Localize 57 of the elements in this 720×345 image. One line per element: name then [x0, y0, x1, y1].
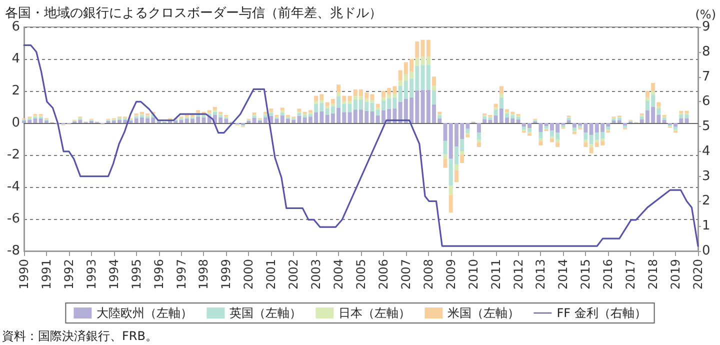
x-tick-label: 2002: [286, 259, 301, 290]
y2-tick-label: 8: [702, 44, 710, 60]
x-tick-label: 2005: [354, 259, 368, 290]
legend-label: 大陸欧州（左軸）: [96, 306, 193, 320]
y2-tick-label: 0: [702, 244, 710, 258]
x-tick-label: 2010: [466, 259, 480, 290]
y-tick-label: 0: [12, 116, 20, 130]
y2-tick-label: 7: [702, 69, 710, 84]
x-tick-label: 2013: [534, 259, 548, 290]
y2-tick-label: 2: [702, 194, 710, 209]
y-tick-label: -8: [7, 244, 20, 258]
chart-title: 各国・地域の銀行によるクロスボーダー与信（前年差、兆ドル）: [5, 6, 382, 21]
x-tick-label: 2019: [668, 259, 683, 290]
y2-tick-label: 3: [702, 168, 710, 184]
x-tick-label: 2009: [444, 259, 458, 290]
x-tick-label: 1998: [196, 259, 211, 290]
y-tick-label: -4: [7, 180, 20, 194]
y-tick-label: -2: [7, 148, 20, 162]
y2-axis-title: (%): [695, 8, 716, 22]
y-tick-label: 6: [12, 20, 20, 34]
x-tick-label: 1993: [84, 259, 98, 290]
text: 資料：国際決済銀行、FRB。: [2, 329, 158, 343]
x-tick-label: 2006: [376, 259, 390, 290]
x-tick-label: 2001: [264, 259, 278, 290]
x-tick-label: 2018: [646, 259, 660, 290]
x-tick-label: 1991: [39, 259, 54, 290]
x-tick-label: 2020: [691, 259, 705, 290]
x-tick-label: 1992: [62, 259, 76, 290]
x-tick-label: 2015: [578, 259, 593, 290]
x-tick-label: 2012: [511, 259, 526, 290]
legend-label: 日本（左軸）: [338, 306, 411, 320]
x-tick-label: 2014: [556, 259, 570, 290]
y2-tick-label: 6: [702, 94, 710, 110]
y-tick-label: 2: [12, 84, 20, 98]
x-tick-label: 1997: [174, 259, 188, 290]
y2-tick-label: 5: [702, 119, 710, 134]
x-tick-label: 2011: [488, 259, 503, 290]
x-tick-label: 1994: [106, 259, 121, 290]
x-tick-label: 2003: [309, 259, 324, 290]
y-tick-label: 4: [12, 52, 20, 66]
x-tick-label: 1999: [219, 259, 234, 290]
x-tick-label: 1996: [152, 259, 166, 290]
legend-label: FF 金利（右軸）: [556, 306, 646, 320]
legend-label: 米国（左軸）: [448, 306, 520, 320]
x-tick-label: 2000: [242, 259, 256, 290]
x-tick-label: 1990: [17, 259, 31, 290]
y2-tick-label: 4: [702, 144, 710, 159]
x-tick-label: 2008: [421, 259, 436, 290]
y2-tick-label: 1: [702, 218, 710, 234]
x-tick-label: 2016: [601, 259, 616, 290]
y-tick-label: -6: [7, 212, 20, 226]
x-tick-label: 1995: [129, 259, 144, 290]
x-tick-label: 2017: [624, 259, 638, 290]
x-tick-label: 2007: [398, 259, 413, 290]
legend-label: 英国（左軸）: [230, 306, 302, 320]
y2-tick-label: 9: [702, 20, 710, 34]
x-tick-label: 2004: [332, 259, 346, 290]
